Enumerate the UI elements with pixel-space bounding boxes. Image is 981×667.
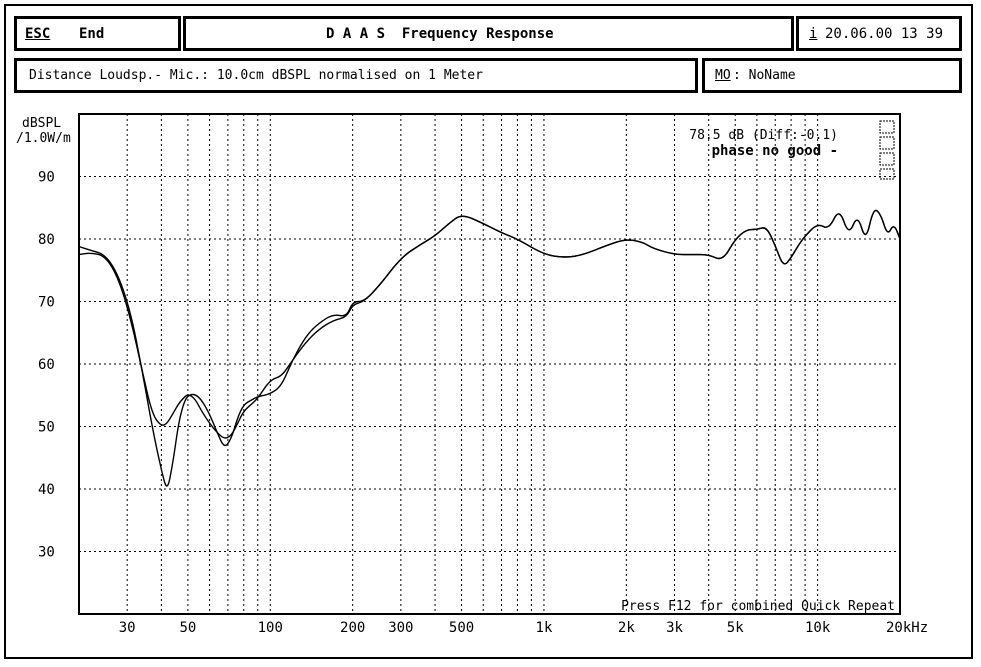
x-tick-label: 5k	[727, 620, 744, 636]
esc-key[interactable]: ESC	[25, 26, 51, 42]
title-box: D A A S Frequency Response	[183, 16, 794, 51]
y-tick-label: 40	[38, 482, 55, 498]
x-tick-label: 10k	[805, 620, 831, 636]
x-tick-label: 1k	[536, 620, 553, 636]
distance-box: Distance Loudsp.- Mic.: 10.0cm dBSPL nor…	[14, 58, 698, 93]
y-axis-label-line1: dBSPL	[22, 116, 61, 131]
page-title: D A A S Frequency Response	[326, 26, 554, 42]
response-curve-2	[78, 209, 901, 439]
footer-hint: Press F12 for combined Quick Repeat	[621, 599, 895, 614]
datetime-label: 20.06.00 13 39	[825, 26, 944, 42]
x-tick-label: 3k	[666, 620, 683, 636]
mo-box[interactable]: MO : NoName	[702, 58, 962, 93]
y-tick-label: 80	[38, 232, 55, 248]
mo-value: : NoName	[733, 68, 796, 83]
x-tick-label: 100	[258, 620, 283, 636]
x-tick-label: 500	[449, 620, 474, 636]
x-tick-label: 2k	[618, 620, 635, 636]
y-tick-label: 90	[38, 170, 55, 186]
phase-status: phase no good -	[712, 143, 838, 159]
window-frame	[4, 4, 973, 659]
escape-end-box[interactable]: ESC End	[14, 16, 181, 51]
chart-grid	[79, 114, 900, 614]
mo-key[interactable]: MO	[715, 68, 731, 83]
scroll-indicator-icon	[879, 120, 895, 180]
y-tick-label: 50	[38, 420, 55, 436]
date-box: i 20.06.00 13 39	[796, 16, 962, 51]
y-axis-ticks: 30 40 50 60 70 80 90	[38, 170, 55, 561]
y-tick-label: 30	[38, 545, 55, 561]
distance-text: Distance Loudsp.- Mic.: 10.0cm dBSPL nor…	[29, 68, 483, 83]
x-tick-label: 20kHz	[886, 620, 928, 636]
y-tick-label: 60	[38, 357, 55, 373]
y-tick-label: 70	[38, 295, 55, 311]
x-tick-label: 200	[340, 620, 365, 636]
info-key[interactable]: i	[809, 26, 818, 42]
plot-area-border	[78, 113, 901, 615]
x-axis-ticks: 30 50 100 200 300 500 1k 2k 3k 5k 10k 20kHz	[119, 620, 928, 636]
chart-series	[78, 209, 901, 487]
level-readout: 78.5 dB (Diff:-0.1)	[689, 128, 838, 143]
x-tick-label: 300	[388, 620, 413, 636]
end-button[interactable]: End	[79, 26, 105, 42]
x-tick-label: 30	[119, 620, 136, 636]
x-tick-label: 50	[179, 620, 196, 636]
y-axis-label-line2: /1.0W/m	[16, 131, 71, 146]
